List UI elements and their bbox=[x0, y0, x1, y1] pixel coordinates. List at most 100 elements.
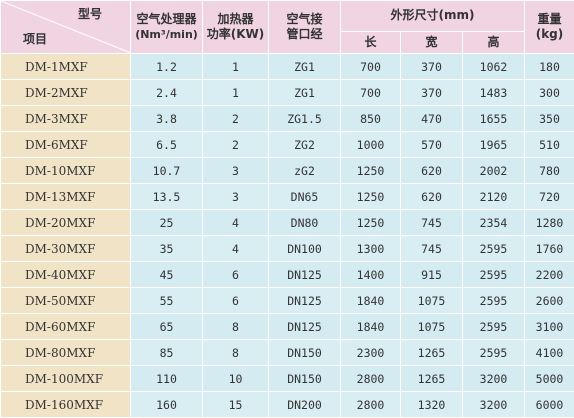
height-cell: 1483 bbox=[463, 80, 525, 106]
power-cell: 6 bbox=[203, 262, 269, 288]
model-cell: DM-20MXF bbox=[1, 210, 131, 236]
table-row: DM-40MXF 45 6 DN125 1400 915 2595 2200 bbox=[1, 262, 574, 288]
air-cell: 6.5 bbox=[131, 132, 203, 158]
power-cell: 1 bbox=[203, 80, 269, 106]
power-cell: 2 bbox=[203, 132, 269, 158]
length-cell: 1000 bbox=[341, 132, 401, 158]
power-cell: 3 bbox=[203, 158, 269, 184]
width-cell: 1320 bbox=[401, 392, 463, 418]
air-cell: 35 bbox=[131, 236, 203, 262]
header-item-label: 项目 bbox=[23, 32, 47, 47]
model-cell: DM-1MXF bbox=[1, 54, 131, 80]
header-weight: 重量 (kg) bbox=[525, 1, 574, 54]
width-cell: 620 bbox=[401, 184, 463, 210]
model-cell: DM-160MXF bbox=[1, 392, 131, 418]
length-cell: 1840 bbox=[341, 314, 401, 340]
air-cell: 3.8 bbox=[131, 106, 203, 132]
height-cell: 1655 bbox=[463, 106, 525, 132]
width-cell: 1265 bbox=[401, 366, 463, 392]
diagonal-divider bbox=[1, 1, 131, 53]
header-weight-label: 重量 bbox=[525, 12, 574, 27]
weight-cell: 2600 bbox=[525, 288, 574, 314]
header-air-capacity: 空气处理器 (Nm³/min) bbox=[131, 1, 203, 54]
power-cell: 8 bbox=[203, 314, 269, 340]
weight-cell: 180 bbox=[525, 54, 574, 80]
weight-cell: 5000 bbox=[525, 366, 574, 392]
model-cell: DM-2MXF bbox=[1, 80, 131, 106]
table-row: DM-30MXF 35 4 DN100 1300 745 2595 1760 bbox=[1, 236, 574, 262]
table-row: DM-13MXF 13.5 3 DN65 1250 620 2120 720 bbox=[1, 184, 574, 210]
header-heating-unit: 功率(KW) bbox=[203, 27, 268, 42]
length-cell: 700 bbox=[341, 54, 401, 80]
width-cell: 1075 bbox=[401, 314, 463, 340]
length-cell: 2300 bbox=[341, 340, 401, 366]
length-cell: 1840 bbox=[341, 288, 401, 314]
header-length: 长 bbox=[341, 31, 401, 53]
header-width: 宽 bbox=[401, 31, 463, 53]
width-cell: 745 bbox=[401, 236, 463, 262]
pipe-cell: DN125 bbox=[269, 262, 341, 288]
height-cell: 2120 bbox=[463, 184, 525, 210]
length-cell: 1250 bbox=[341, 184, 401, 210]
pipe-cell: DN100 bbox=[269, 236, 341, 262]
header-air-capacity-label: 空气处理器 bbox=[131, 12, 202, 27]
model-cell: DM-100MXF bbox=[1, 366, 131, 392]
length-cell: 700 bbox=[341, 80, 401, 106]
power-cell: 6 bbox=[203, 288, 269, 314]
model-cell: DM-30MXF bbox=[1, 236, 131, 262]
power-cell: 4 bbox=[203, 236, 269, 262]
pipe-cell: DN200 bbox=[269, 392, 341, 418]
model-cell: DM-10MXF bbox=[1, 158, 131, 184]
air-cell: 160 bbox=[131, 392, 203, 418]
pipe-cell: ZG1 bbox=[269, 54, 341, 80]
height-cell: 1062 bbox=[463, 54, 525, 80]
width-cell: 620 bbox=[401, 158, 463, 184]
width-cell: 370 bbox=[401, 80, 463, 106]
height-cell: 2595 bbox=[463, 288, 525, 314]
pipe-cell: DN125 bbox=[269, 288, 341, 314]
length-cell: 1250 bbox=[341, 210, 401, 236]
pipe-cell: DN65 bbox=[269, 184, 341, 210]
air-cell: 110 bbox=[131, 366, 203, 392]
width-cell: 570 bbox=[401, 132, 463, 158]
air-cell: 85 bbox=[131, 340, 203, 366]
air-cell: 65 bbox=[131, 314, 203, 340]
table-row: DM-10MXF 10.7 3 zG2 1250 620 2002 780 bbox=[1, 158, 574, 184]
length-cell: 2800 bbox=[341, 392, 401, 418]
width-cell: 470 bbox=[401, 106, 463, 132]
weight-cell: 4100 bbox=[525, 340, 574, 366]
model-cell: DM-6MXF bbox=[1, 132, 131, 158]
air-cell: 2.4 bbox=[131, 80, 203, 106]
model-cell: DM-80MXF bbox=[1, 340, 131, 366]
weight-cell: 350 bbox=[525, 106, 574, 132]
table-row: DM-50MXF 55 6 DN125 1840 1075 2595 2600 bbox=[1, 288, 574, 314]
pipe-cell: DN80 bbox=[269, 210, 341, 236]
length-cell: 2800 bbox=[341, 366, 401, 392]
height-cell: 2595 bbox=[463, 236, 525, 262]
header-pipe-label-2: 管口经 bbox=[269, 27, 340, 42]
header-model-label: 型号 bbox=[78, 7, 102, 22]
model-cell: DM-40MXF bbox=[1, 262, 131, 288]
power-cell: 3 bbox=[203, 184, 269, 210]
air-cell: 25 bbox=[131, 210, 203, 236]
power-cell: 2 bbox=[203, 106, 269, 132]
weight-cell: 780 bbox=[525, 158, 574, 184]
height-cell: 2595 bbox=[463, 340, 525, 366]
header-heating-label: 加热器 bbox=[203, 12, 268, 27]
header-heating: 加热器 功率(KW) bbox=[203, 1, 269, 54]
air-cell: 1.2 bbox=[131, 54, 203, 80]
table-body: DM-1MXF 1.2 1 ZG1 700 370 1062 180 DM-2M… bbox=[1, 54, 574, 418]
height-cell: 1965 bbox=[463, 132, 525, 158]
weight-cell: 720 bbox=[525, 184, 574, 210]
pipe-cell: ZG2 bbox=[269, 132, 341, 158]
width-cell: 1075 bbox=[401, 288, 463, 314]
weight-cell: 3100 bbox=[525, 314, 574, 340]
weight-cell: 2200 bbox=[525, 262, 574, 288]
weight-cell: 1280 bbox=[525, 210, 574, 236]
pipe-cell: ZG1 bbox=[269, 80, 341, 106]
model-cell: DM-60MXF bbox=[1, 314, 131, 340]
table-row: DM-60MXF 65 8 DN125 1840 1075 2595 3100 bbox=[1, 314, 574, 340]
header-model-item: 型号 项目 bbox=[1, 1, 131, 54]
weight-cell: 510 bbox=[525, 132, 574, 158]
width-cell: 915 bbox=[401, 262, 463, 288]
